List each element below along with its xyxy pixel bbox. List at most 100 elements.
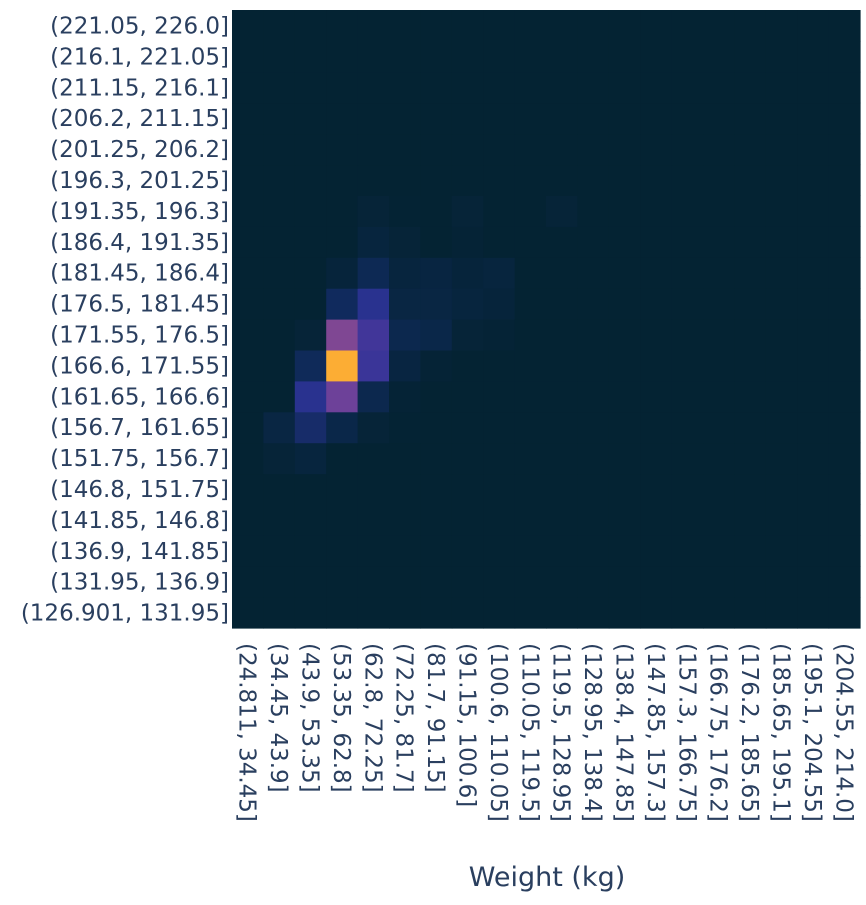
heatmap-cell	[765, 597, 798, 629]
heatmap-cell	[420, 133, 453, 166]
heatmap-cell	[483, 597, 516, 629]
heatmap-cell	[577, 102, 610, 135]
heatmap-cell	[294, 349, 327, 382]
heatmap-cell	[671, 349, 704, 382]
heatmap-cell	[389, 71, 421, 104]
heatmap-cell	[577, 288, 610, 320]
heatmap-cell	[608, 349, 641, 382]
heatmap-cell	[797, 380, 830, 413]
heatmap-cell	[608, 380, 641, 413]
heatmap-cell	[734, 226, 767, 258]
heatmap-cell	[640, 473, 673, 505]
heatmap-cell	[326, 473, 359, 505]
heatmap-cell	[514, 597, 547, 629]
heatmap-cell	[640, 164, 673, 196]
y-tick-label: (156.7, 161.65]	[50, 415, 229, 441]
heatmap-cell	[797, 442, 830, 475]
heatmap-cell	[734, 566, 767, 598]
heatmap-cell	[608, 164, 641, 196]
heatmap-cell	[420, 288, 453, 320]
heatmap-cell	[703, 473, 735, 505]
heatmap-cell	[420, 226, 453, 258]
heatmap-cell	[546, 102, 578, 135]
heatmap-cell	[765, 10, 798, 42]
heatmap-cell	[232, 10, 264, 42]
heatmap-cell	[420, 257, 453, 289]
heatmap-cell	[232, 164, 264, 196]
heatmap-cell	[671, 71, 704, 104]
heatmap-cell	[577, 442, 610, 475]
heatmap-cell	[765, 349, 798, 382]
heatmap-cell	[483, 71, 516, 104]
x-tick-label: (43.9, 53.35]	[297, 643, 323, 793]
heatmap-cell	[451, 133, 484, 166]
heatmap-cell	[483, 349, 516, 382]
heatmap-cell	[357, 566, 390, 598]
heatmap-cell	[514, 566, 547, 598]
heatmap-cell	[608, 226, 641, 258]
heatmap-cell	[514, 319, 547, 351]
heatmap-cell	[389, 40, 421, 73]
heatmap-cell	[326, 349, 359, 382]
heatmap-cell	[420, 597, 453, 629]
heatmap-cell	[608, 411, 641, 444]
heatmap-cell	[326, 195, 359, 227]
heatmap-cell	[828, 195, 861, 227]
heatmap-cell	[828, 71, 861, 104]
heatmap-cell	[671, 133, 704, 166]
heatmap-cell	[640, 442, 673, 475]
heatmap-cell	[640, 102, 673, 135]
heatmap-cell	[546, 40, 578, 73]
heatmap-cell	[263, 133, 296, 166]
heatmap-cell	[797, 133, 830, 166]
heatmap-cell	[514, 133, 547, 166]
y-tick-label: (161.65, 166.6]	[50, 384, 229, 410]
heatmap-cell	[483, 257, 516, 289]
x-axis-title: Weight (kg)	[469, 862, 626, 893]
heatmap-cell	[703, 566, 735, 598]
heatmap-cell	[577, 195, 610, 227]
heatmap-cell	[703, 10, 735, 42]
heatmap-cell	[671, 10, 704, 42]
heatmap-cell	[797, 71, 830, 104]
heatmap-cell	[577, 473, 610, 505]
heatmap-cell	[451, 473, 484, 505]
y-tick-label: (176.5, 181.45]	[50, 292, 229, 318]
heatmap-cell	[389, 380, 421, 413]
heatmap-cell	[577, 380, 610, 413]
heatmap-cell	[608, 71, 641, 104]
heatmap-cell	[671, 566, 704, 598]
heatmap-cell	[514, 288, 547, 320]
y-axis-ticks: (126.901, 131.95] (131.95, 136.9] (136.9, …	[21, 13, 229, 626]
heatmap-cell	[326, 504, 359, 536]
heatmap-cell	[546, 535, 578, 567]
heatmap-cell	[828, 380, 861, 413]
heatmap-cell	[765, 566, 798, 598]
x-tick-label: (157.3, 166.75]	[673, 643, 699, 822]
x-tick-label: (147.85, 157.3]	[642, 643, 668, 822]
heatmap-cell	[326, 40, 359, 73]
heatmap-cell	[420, 319, 453, 351]
heatmap-cell	[797, 226, 830, 258]
x-tick-label: (138.4, 147.85]	[611, 643, 637, 822]
heatmap-cell	[294, 288, 327, 320]
heatmap-cell	[389, 597, 421, 629]
heatmap-cell	[608, 133, 641, 166]
heatmap-cell	[514, 504, 547, 536]
heatmap-cell	[640, 566, 673, 598]
heatmap-cell	[546, 597, 578, 629]
heatmap-cell	[357, 504, 390, 536]
heatmap-cell	[232, 473, 264, 505]
heatmap-cell	[232, 226, 264, 258]
heatmap-cell	[765, 473, 798, 505]
heatmap-cell	[514, 257, 547, 289]
heatmap-cell	[326, 566, 359, 598]
heatmap-cell	[294, 411, 327, 444]
heatmap-cell	[483, 319, 516, 351]
heatmap-cell	[514, 226, 547, 258]
heatmap-cell	[326, 71, 359, 104]
heatmap-cell	[263, 411, 296, 444]
heatmap-cell	[828, 411, 861, 444]
heatmap-cell	[326, 288, 359, 320]
heatmap-cell	[703, 349, 735, 382]
